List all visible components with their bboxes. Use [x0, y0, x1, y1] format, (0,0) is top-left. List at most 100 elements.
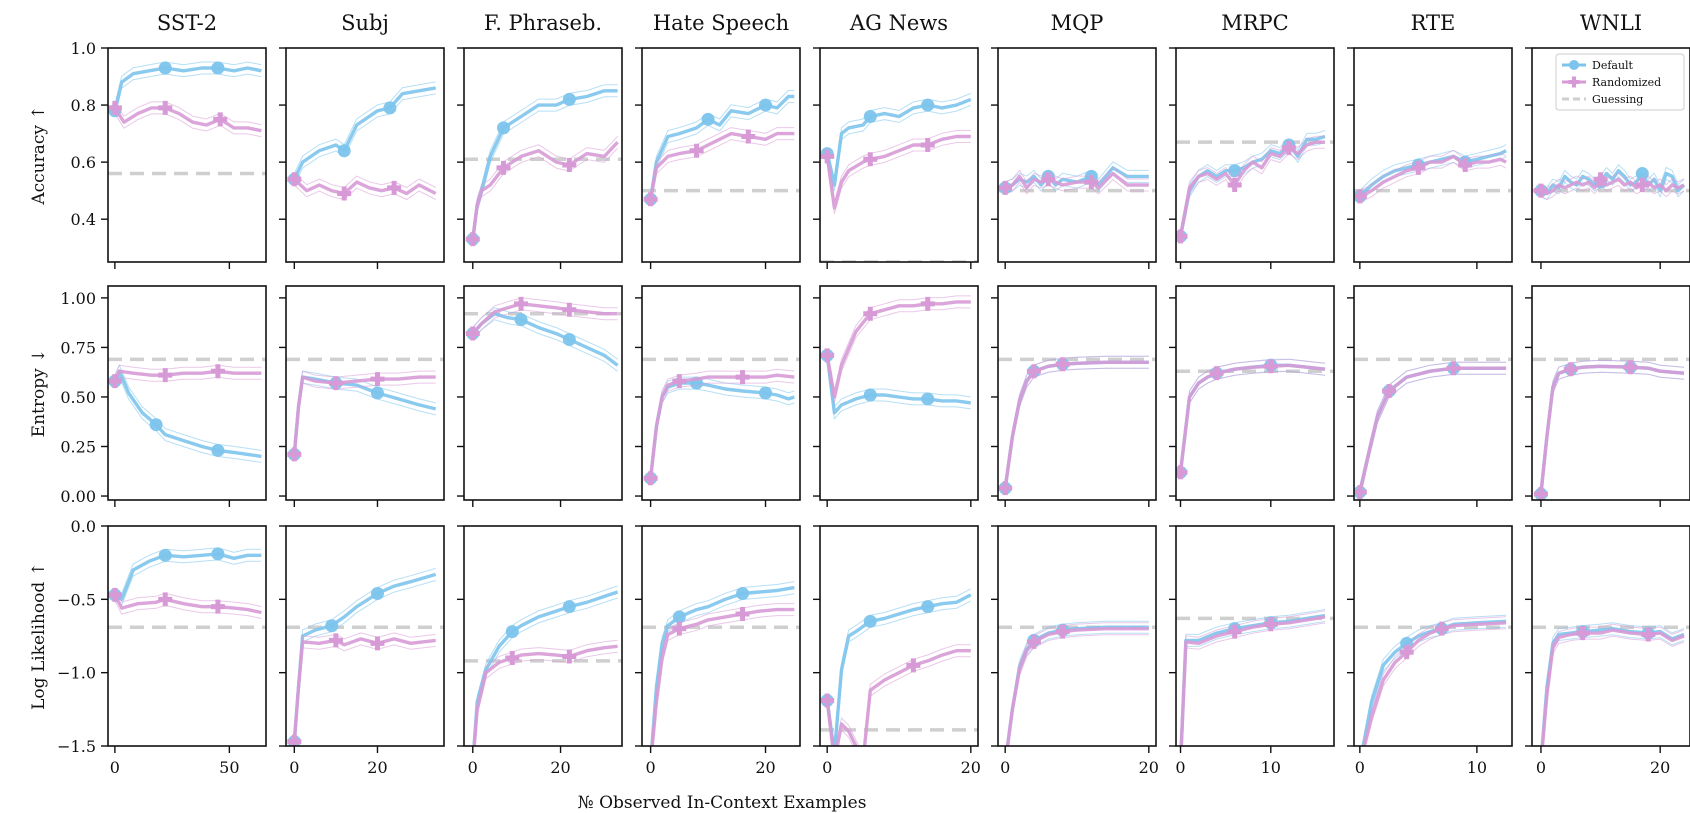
randomized-marker	[1533, 183, 1548, 198]
randomized-marker	[210, 599, 225, 614]
randomized-marker	[689, 143, 704, 158]
randomized-series-line	[1359, 154, 1507, 198]
default-marker	[514, 313, 528, 327]
default-variance-line	[1363, 626, 1507, 746]
plot-area	[287, 81, 437, 201]
randomized-marker	[1635, 177, 1650, 192]
default-variance-line	[114, 375, 262, 463]
randomized-marker	[505, 651, 520, 665]
y-tick-label: −1.0	[57, 664, 96, 683]
panel-ag-news-entropy	[813, 285, 979, 507]
default-variance-line	[1180, 609, 1326, 746]
x-tick-label: 20	[1650, 758, 1670, 777]
randomized-marker	[210, 364, 225, 379]
y-tick-label: 0.25	[60, 438, 96, 457]
default-variance-line	[293, 81, 436, 174]
default-marker	[158, 548, 172, 562]
legend: Default Randomized Guessing	[1555, 53, 1685, 111]
panel-f-phraseb-entropy	[457, 285, 623, 507]
default-variance-line	[472, 319, 618, 372]
plot-area	[108, 547, 266, 629]
plot-area	[1176, 358, 1334, 480]
default-variance-line	[1540, 175, 1685, 201]
randomized-marker	[1458, 157, 1473, 172]
panel-wnli-loglik: 0 20	[1525, 525, 1690, 777]
randomized-marker	[863, 306, 878, 321]
randomized-marker	[158, 368, 173, 383]
default-variance-line	[1541, 622, 1685, 746]
randomized-marker	[370, 372, 385, 387]
x-tick-label: 0	[1000, 758, 1010, 777]
randomized-series-line	[113, 369, 262, 382]
randomized-marker	[998, 180, 1013, 195]
randomized-variance-line	[1359, 149, 1507, 191]
panel-frame	[107, 285, 267, 501]
legend-label-default: Default	[1592, 59, 1634, 72]
randomized-series-line	[825, 134, 971, 210]
x-tick-label: 20	[961, 758, 981, 777]
x-tick-label: 20	[755, 758, 775, 777]
panel-frame	[1175, 47, 1335, 263]
randomized-marker	[158, 592, 173, 607]
randomized-marker	[496, 160, 511, 175]
default-variance-line	[650, 102, 795, 206]
legend-box	[1555, 53, 1685, 111]
randomized-marker	[108, 100, 122, 115]
legend-label-guessing: Guessing	[1592, 93, 1643, 106]
default-marker	[370, 586, 384, 600]
default-variance-line	[1180, 370, 1326, 479]
column-titles: SST-2 Subj F. Phraseb. Hate Speech AG News MQ…	[157, 11, 1642, 35]
default-variance-line	[651, 593, 795, 746]
default-series-line	[292, 86, 436, 181]
randomized-marker	[1263, 359, 1278, 374]
default-marker	[211, 547, 225, 561]
x-tick-label: 0	[1355, 758, 1365, 777]
x-tick-label: 20	[550, 758, 570, 777]
randomized-marker	[370, 636, 385, 651]
randomized-variance-line	[1181, 622, 1326, 746]
panel-sst-2-accuracy: 0.4 0.6 0.8 1.0	[71, 39, 267, 269]
randomized-variance-line	[826, 130, 971, 202]
randomized-marker	[1026, 634, 1041, 649]
randomized-variance-line	[472, 297, 618, 328]
plot-area	[820, 588, 978, 746]
randomized-variance-line	[826, 307, 971, 404]
default-variance-line	[472, 96, 618, 246]
randomized-series-line	[1004, 171, 1149, 190]
y-tick-label: 0.4	[71, 210, 96, 229]
default-marker	[370, 386, 384, 400]
randomized-variance-line	[472, 147, 618, 246]
randomized-variance-line	[1180, 135, 1325, 231]
randomized-variance-line	[1004, 355, 1149, 483]
default-series-line	[1179, 613, 1326, 746]
panel-frame	[819, 285, 979, 501]
randomized-variance-line	[1365, 628, 1507, 746]
default-marker	[921, 600, 935, 614]
randomized-variance-line	[650, 380, 795, 485]
x-axis-label: № Observed In-Context Examples	[578, 793, 867, 813]
panel-sst-2-loglik: −1.5 −1.0 −0.5 0.0 0 50	[57, 517, 267, 777]
randomized-series-line	[113, 594, 262, 615]
y-tick-label: 0.6	[71, 153, 96, 172]
randomized-variance-line	[650, 127, 795, 194]
default-variance-line	[293, 567, 436, 736]
randomized-series-line	[1358, 366, 1507, 493]
plot-area	[1532, 163, 1690, 201]
panel-frame	[1353, 525, 1513, 747]
y-tick-label: 0.0	[71, 517, 96, 536]
default-marker	[562, 600, 576, 614]
randomized-marker	[1382, 384, 1397, 399]
plot-area	[998, 355, 1156, 496]
default-variance-line	[473, 597, 618, 746]
panel-mrpc-loglik: 0 10	[1169, 525, 1335, 777]
y-tick-label: 0.8	[71, 96, 96, 115]
default-series-line	[472, 590, 619, 746]
row-label-loglik: Log Likelihood ↑	[29, 562, 49, 710]
panel-frame	[819, 525, 979, 747]
default-marker	[497, 121, 510, 135]
plot-area	[464, 585, 622, 746]
randomized-variance-line	[472, 309, 618, 340]
x-tick-label: 0	[468, 758, 478, 777]
randomized-variance-line	[293, 644, 436, 746]
randomized-marker	[920, 138, 935, 153]
